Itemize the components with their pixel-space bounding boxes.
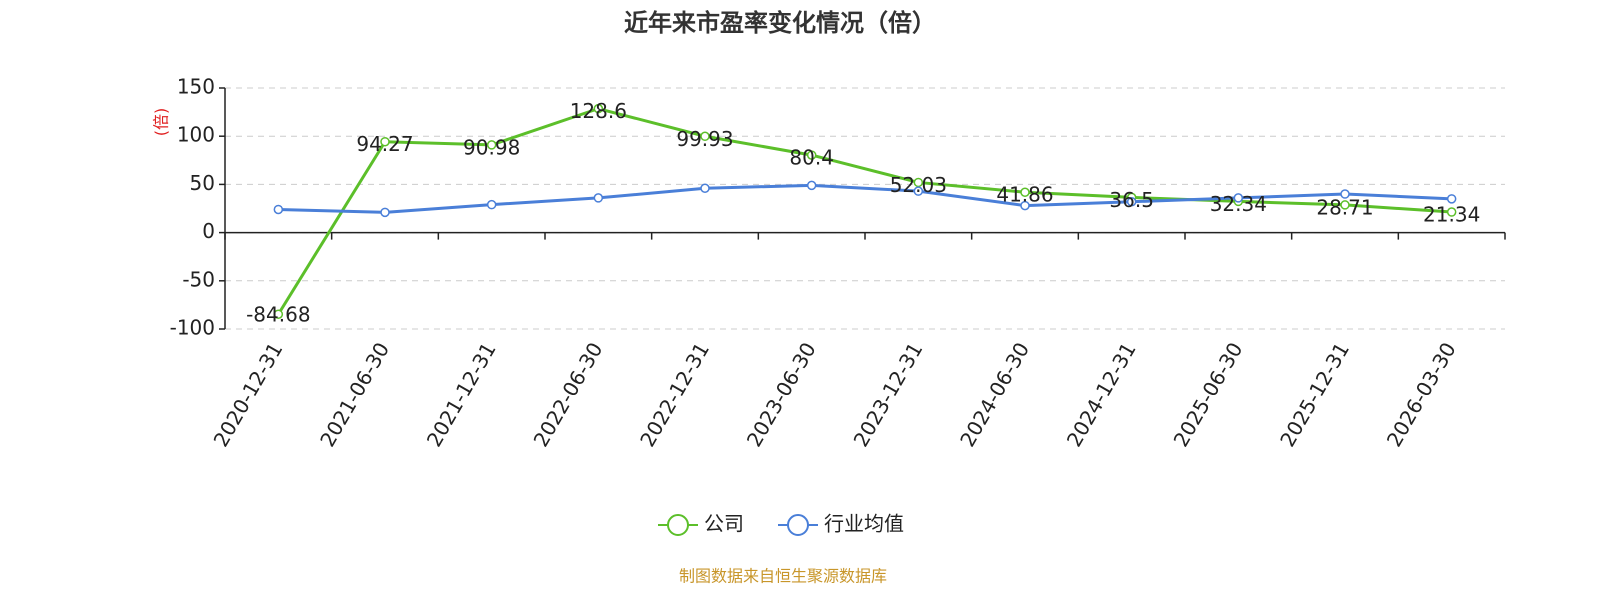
x-tick-label: 2026-03-30 (1382, 338, 1461, 451)
x-tick-label: 2022-12-31 (635, 338, 714, 451)
legend-label: 公司 (704, 512, 744, 536)
data-point (380, 136, 390, 147)
data-label: 36.5 (1109, 188, 1154, 212)
data-label: 41.86 (996, 183, 1053, 207)
data-point (273, 309, 284, 319)
x-tick-label: 2020-12-31 (209, 338, 288, 451)
data-point (806, 180, 817, 191)
data-label: 28.71 (1316, 195, 1373, 219)
y-tick-label: 50 (190, 171, 215, 195)
data-point (700, 131, 710, 142)
data-point (1126, 197, 1137, 207)
data-point (806, 150, 817, 160)
data-point (380, 207, 390, 218)
series-line (277, 107, 1452, 316)
y-tick-label: 150 (177, 75, 215, 99)
chart-title: 近年来市盈率变化情况（倍） (624, 9, 936, 37)
data-point (1446, 207, 1457, 217)
data-label: 94.27 (356, 132, 413, 156)
data-point (1340, 200, 1350, 210)
data-point (1446, 194, 1457, 204)
data-label: 99.93 (676, 127, 733, 151)
legend-label: 行业均值 (824, 512, 904, 536)
data-point (913, 186, 924, 196)
legend-marker (667, 514, 689, 536)
data-label: 52.03 (890, 173, 947, 197)
data-point (273, 204, 284, 215)
x-tick-label: 2021-06-30 (315, 338, 394, 451)
y-axis-label: (倍) (152, 108, 171, 137)
x-tick-label: 2023-12-31 (849, 338, 928, 451)
legend-marker (787, 514, 809, 536)
x-tick-label: 2025-12-31 (1275, 338, 1354, 451)
data-point (1020, 200, 1030, 211)
data-label: 80.4 (789, 146, 834, 170)
data-point (700, 183, 710, 194)
data-point (486, 199, 497, 210)
x-tick-label: 2023-06-30 (742, 338, 821, 451)
data-point (593, 103, 604, 114)
data-point (593, 193, 604, 203)
y-tick-label: -50 (182, 267, 215, 291)
y-tick-label: -100 (170, 316, 215, 340)
data-point (1020, 187, 1030, 197)
x-tick-label: 2024-06-30 (955, 338, 1034, 451)
data-label: 128.6 (570, 99, 627, 123)
data-label: 21.34 (1423, 203, 1480, 227)
x-tick-label: 2022-06-30 (529, 338, 608, 451)
x-tick-label: 2024-12-31 (1062, 338, 1141, 451)
data-label: 32.34 (1210, 192, 1267, 216)
y-tick-label: 100 (177, 123, 215, 147)
data-point (1340, 189, 1350, 199)
x-tick-label: 2025-06-30 (1169, 338, 1248, 451)
source-note: 制图数据来自恒生聚源数据库 (679, 567, 887, 586)
data-label: 90.98 (463, 135, 520, 159)
data-label: -84.68 (246, 303, 310, 327)
y-tick-label: 0 (202, 219, 215, 243)
data-point (486, 140, 497, 150)
series-line (278, 183, 1452, 214)
x-tick-label: 2021-12-31 (422, 338, 501, 451)
data-point (1233, 193, 1244, 203)
